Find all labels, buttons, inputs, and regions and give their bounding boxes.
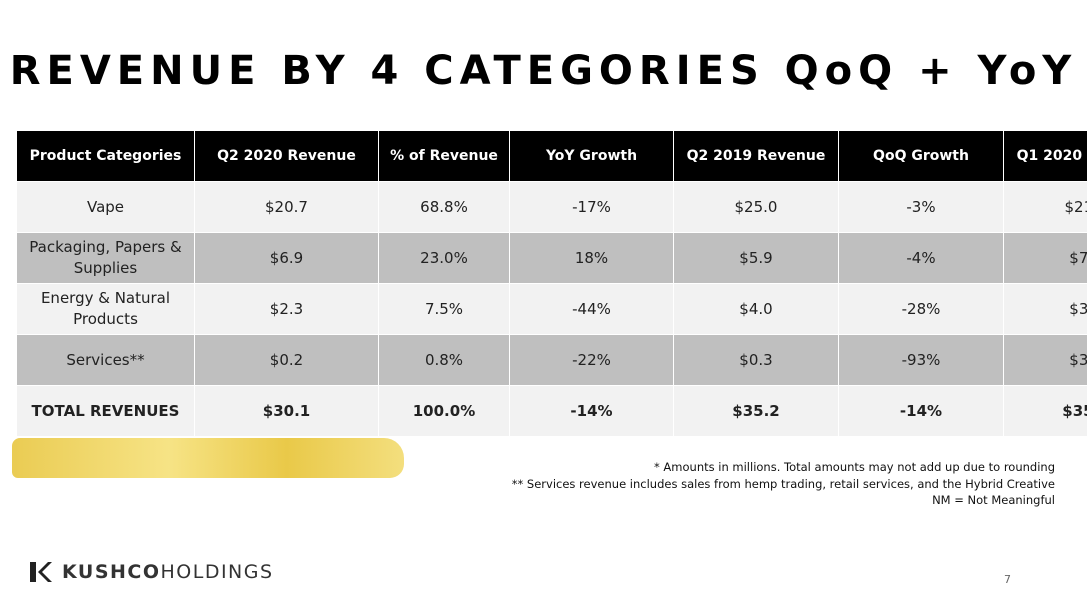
table-cell: $0.3 <box>673 334 839 386</box>
header-cell: QoQ Growth <box>838 130 1004 182</box>
footnotes: * Amounts in millions. Total amounts may… <box>512 459 1055 509</box>
table-cell: $21.3 <box>1003 181 1087 233</box>
logo-icon <box>30 562 52 582</box>
header-cell: Q2 2020 Revenue <box>194 130 379 182</box>
table-cell: 23.0% <box>378 232 510 284</box>
header-cell: % of Revenue <box>378 130 510 182</box>
header-cell: YoY Growth <box>509 130 674 182</box>
table-cell: $7.2 <box>1003 232 1087 284</box>
table-cell: $3.1 <box>1003 283 1087 335</box>
table-cell: Vape <box>16 181 195 233</box>
logo-brand: KUSHCO <box>62 561 161 583</box>
table-cell: TOTAL REVENUES <box>16 385 195 437</box>
table-cell: $6.9 <box>194 232 379 284</box>
logo-suffix: HOLDINGS <box>160 561 274 583</box>
table-cell: $0.2 <box>194 334 379 386</box>
table-cell: Services** <box>16 334 195 386</box>
slide-title: REVENUE BY 4 CATEGORIES QoQ + YoY <box>9 48 1078 94</box>
table-cell: -44% <box>509 283 674 335</box>
table-row: Packaging, Papers & Supplies $6.9 23.0% 18%… <box>16 232 1087 284</box>
revenue-table: Product Categories Q2 2020 Revenue% of Re… <box>16 130 1087 437</box>
table-cell: $30.1 <box>194 385 379 437</box>
table-cell: 100.0% <box>378 385 510 437</box>
table-cell: $4.0 <box>673 283 839 335</box>
table-cell: -4% <box>838 232 1004 284</box>
footnote: * Amounts in millions. Total amounts may… <box>654 460 1055 474</box>
table-cell: 18% <box>509 232 674 284</box>
table-cell: $3.3 <box>1003 334 1087 386</box>
table-cell: 0.8% <box>378 334 510 386</box>
table-cell: -3% <box>838 181 1004 233</box>
table-cell: -14% <box>838 385 1004 437</box>
footnote: NM = Not Meaningful <box>932 493 1055 507</box>
table-cell: $25.0 <box>673 181 839 233</box>
gold-brush-stroke <box>12 438 404 478</box>
table-row: TOTAL REVENUES $30.1 100.0% -14% $35.2 -14% $3… <box>16 385 1087 437</box>
header-cell: Q2 2019 Revenue <box>673 130 839 182</box>
table-row: Energy & Natural Products $2.3 7.5% -44% $4.… <box>16 283 1087 335</box>
table-cell: 7.5% <box>378 283 510 335</box>
table-cell: $35.2 <box>673 385 839 437</box>
header-cell: Q1 2020 Revenue <box>1003 130 1087 182</box>
table-cell: $5.9 <box>673 232 839 284</box>
table-cell: 68.8% <box>378 181 510 233</box>
header-cell: Product Categories <box>16 130 195 182</box>
table-cell: -14% <box>509 385 674 437</box>
page-number: 7 <box>1004 573 1011 586</box>
table-cell: -17% <box>509 181 674 233</box>
table-cell: -22% <box>509 334 674 386</box>
table-cell: Packaging, Papers & Supplies <box>16 232 195 284</box>
table-cell: $2.3 <box>194 283 379 335</box>
table-cell: Energy & Natural Products <box>16 283 195 335</box>
footnote: ** Services revenue includes sales from … <box>511 476 1055 491</box>
table-cell: $35.0 <box>1003 385 1087 437</box>
header-row: Product Categories Q2 2020 Revenue% of Re… <box>16 130 1087 182</box>
table-row: Services**$0.20.8%-22%$0.3-93%$3.3 <box>16 334 1087 386</box>
table-cell: -93% <box>838 334 1004 386</box>
table-row: Vape$20.768.8%-17%$25.0-3%$21.3 <box>16 181 1087 233</box>
table-cell: -28% <box>838 283 1004 335</box>
logo: KUSHCO HOLDINGS <box>28 560 274 584</box>
table-cell: $20.7 <box>194 181 379 233</box>
